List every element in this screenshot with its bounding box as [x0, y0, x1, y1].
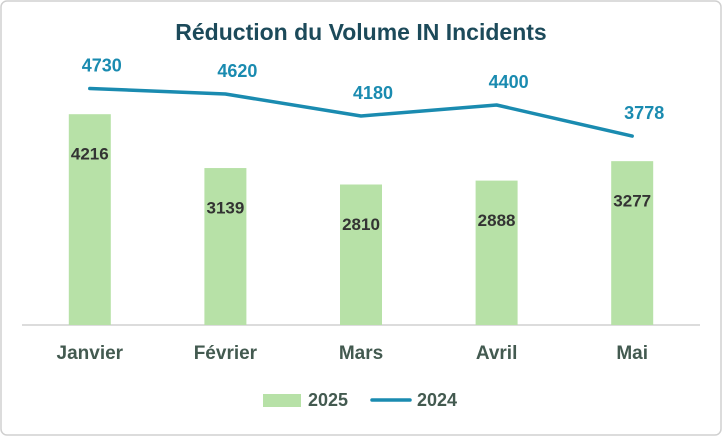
legend-label: 2025 — [308, 390, 348, 410]
chart-title: Réduction du Volume IN Incidents — [175, 19, 546, 45]
x-tick-label: Avril — [476, 343, 518, 364]
line-value-label: 4730 — [82, 55, 122, 75]
line-value-label: 4620 — [217, 61, 257, 81]
line-value-label: 3778 — [624, 103, 664, 123]
line-value-label: 4400 — [489, 72, 529, 92]
bar-value-label: 2810 — [342, 215, 380, 234]
line — [88, 86, 634, 138]
bar-value-label: 4216 — [71, 145, 109, 164]
bar — [340, 184, 382, 325]
x-tick-label: Janvier — [57, 343, 124, 364]
bar — [204, 168, 247, 325]
bar-value-label: 3277 — [613, 192, 651, 211]
legend-label: 2024 — [417, 390, 457, 410]
x-tick-label: Mai — [616, 343, 648, 364]
x-tick-label: Mars — [339, 343, 383, 364]
bar — [68, 114, 111, 325]
legend-swatch — [263, 394, 301, 407]
bar — [611, 161, 654, 325]
bar — [475, 180, 518, 325]
bar-value-label: 2888 — [478, 211, 516, 230]
bar-value-label: 3139 — [206, 199, 244, 218]
line-value-label: 4180 — [353, 83, 393, 103]
x-tick-label: Février — [194, 343, 258, 364]
